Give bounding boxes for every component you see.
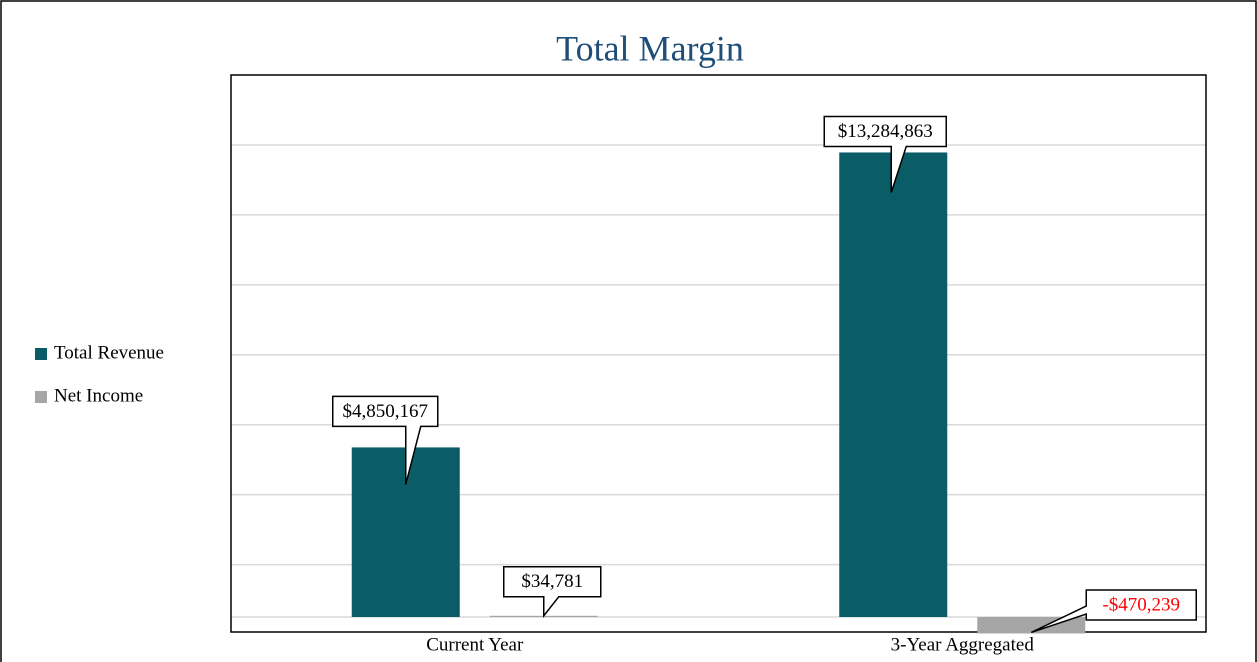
data-label-callout [332,395,439,485]
legend-label: Net Income [54,385,143,406]
data-label-callout [503,566,602,618]
data-label: $34,781 [521,571,583,592]
data-label-callout [1030,589,1197,634]
data-label: -$470,239 [1102,594,1180,615]
legend-label: Total Revenue [54,342,164,363]
data-label: $4,850,167 [343,401,429,422]
plot-border [230,74,1207,633]
data-label-callout [823,115,947,193]
chart-title: Total Margin [556,28,744,68]
data-label: $13,284,863 [838,121,933,142]
bar [839,152,948,618]
x-tick-label: 3-Year Aggregated [891,634,1035,655]
legend-swatch [35,348,47,360]
legend-swatch [35,391,47,403]
x-tick-label: Current Year [426,634,524,655]
